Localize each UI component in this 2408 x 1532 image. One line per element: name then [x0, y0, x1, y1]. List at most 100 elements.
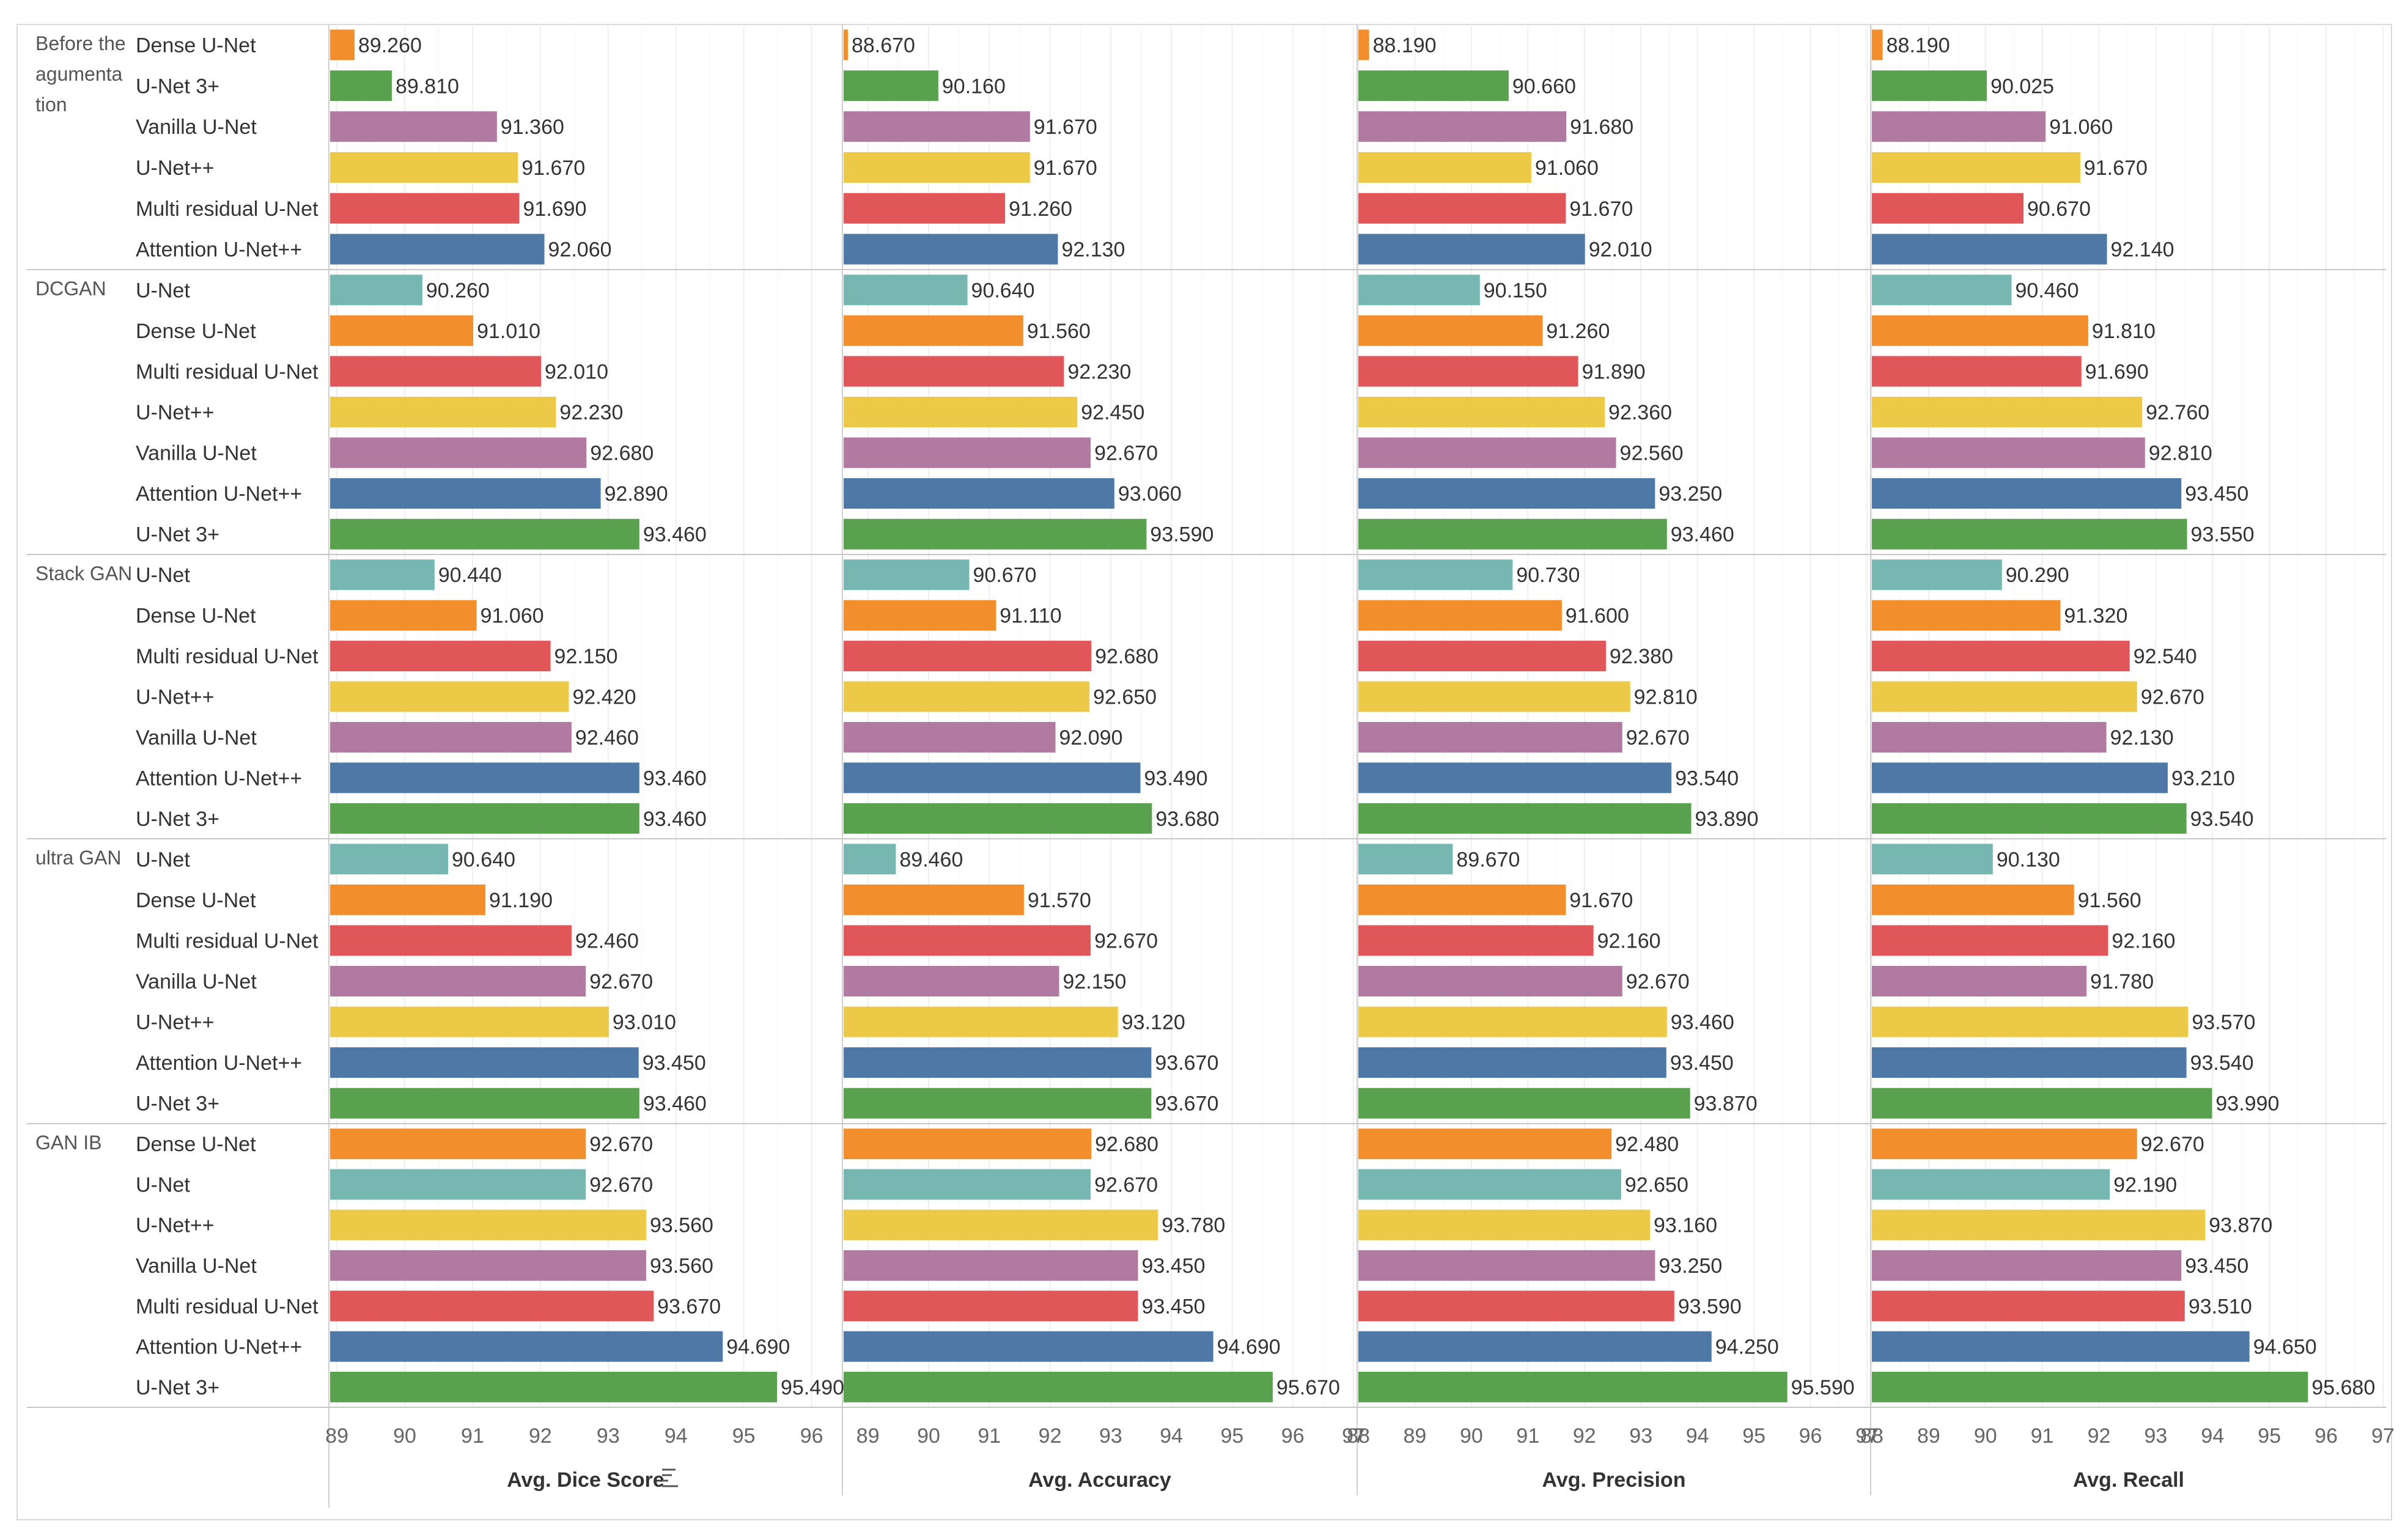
bar-dice-u-net — [330, 274, 422, 306]
value-label-rec: 92.810 — [2149, 442, 2212, 465]
row-label-vanilla-u-net: Vanilla U-Net — [136, 116, 257, 139]
row-label-u-net: U-Net++ — [136, 401, 215, 424]
row-label-dense-u-net: Dense U-Net — [136, 605, 256, 628]
tick-label-rec-93: 93 — [2145, 1424, 2168, 1448]
bar-rec-u-net — [1872, 559, 2002, 591]
bar-prec-vanilla-u-net — [1358, 1250, 1655, 1281]
value-label-prec: 92.160 — [1597, 929, 1661, 952]
bar-prec-attention-u-net — [1358, 1047, 1666, 1078]
bar-rec-u-net-3 — [1872, 518, 2187, 550]
tick-label-acc-89: 89 — [856, 1424, 880, 1448]
value-label-rec: 90.670 — [2027, 197, 2091, 221]
bar-rec-attention-u-net — [1872, 762, 2168, 794]
row-label-vanilla-u-net: Vanilla U-Net — [136, 726, 257, 749]
bars-layer — [330, 29, 2308, 1402]
value-label-acc: 93.680 — [1155, 808, 1219, 831]
bar-acc-u-net-3 — [844, 803, 1152, 834]
value-label-prec: 93.250 — [1659, 1254, 1722, 1278]
row-label-multi-residual-u-net: Multi residual U-Net — [136, 929, 318, 952]
axis-title-acc: Avg. Accuracy — [1028, 1468, 1171, 1492]
bar-prec-u-net — [1358, 681, 1630, 712]
chart-frame — [17, 24, 2392, 1520]
bar-rec-u-net — [1872, 844, 1993, 875]
tick-label-acc-95: 95 — [1221, 1424, 1244, 1448]
bar-acc-u-net — [844, 1209, 1158, 1240]
group-label-before-the-agumenta-tion: Before the agumenta tion — [35, 32, 126, 116]
value-label-acc: 92.670 — [1094, 929, 1158, 952]
tick-label-rec-97: 97 — [2371, 1424, 2395, 1448]
group-label-ultra-gan: ultra GAN — [35, 847, 121, 869]
labels-layer: Before the agumenta tion Dense U-Net 89.260 8… — [35, 32, 2395, 1492]
value-label-dice: 91.360 — [501, 116, 564, 139]
bar-prec-u-net — [1358, 1169, 1621, 1200]
bar-acc-u-net — [844, 152, 1030, 183]
value-label-dice: 92.890 — [605, 482, 668, 506]
value-label-prec: 95.590 — [1791, 1376, 1855, 1399]
value-label-prec: 90.730 — [1516, 564, 1580, 587]
bar-rec-attention-u-net — [1872, 234, 2107, 265]
row-label-multi-residual-u-net: Multi residual U-Net — [136, 197, 318, 221]
bar-dice-dense-u-net — [330, 29, 355, 61]
tick-label-prec-94: 94 — [1686, 1424, 1709, 1448]
bar-acc-u-net — [844, 559, 970, 591]
tick-label-dice-95: 95 — [732, 1424, 756, 1448]
bar-dice-dense-u-net — [330, 884, 486, 915]
value-label-prec: 90.150 — [1484, 279, 1547, 302]
value-label-acc: 91.560 — [1027, 320, 1091, 343]
bar-dice-u-net — [330, 1006, 609, 1037]
bar-rec-dense-u-net — [1872, 600, 2061, 631]
value-label-rec: 92.760 — [2146, 401, 2209, 424]
row-label-u-net: U-Net++ — [136, 686, 215, 709]
value-label-acc: 91.670 — [1034, 157, 1097, 180]
value-label-prec: 91.890 — [1582, 360, 1646, 383]
bar-rec-multi-residual-u-net — [1872, 356, 2082, 387]
tick-label-prec-92: 92 — [1573, 1424, 1596, 1448]
bar-acc-dense-u-net — [844, 1129, 1092, 1160]
bar-prec-dense-u-net — [1358, 1129, 1612, 1160]
bar-prec-u-net-3 — [1358, 1088, 1690, 1119]
bar-dice-dense-u-net — [330, 1129, 586, 1160]
row-label-u-net-3: U-Net 3+ — [136, 1376, 219, 1399]
value-label-rec: 92.540 — [2134, 645, 2197, 668]
value-label-dice: 93.460 — [643, 523, 707, 547]
bar-acc-u-net-3 — [844, 1371, 1273, 1402]
bar-prec-u-net — [1358, 274, 1480, 306]
value-label-prec: 92.670 — [1626, 726, 1690, 749]
group-label-line: ultra GAN — [35, 847, 121, 869]
bar-prec-dense-u-net — [1358, 29, 1369, 61]
value-label-dice: 91.060 — [480, 605, 544, 628]
value-label-dice: 90.640 — [452, 848, 515, 871]
value-label-prec: 90.660 — [1512, 75, 1576, 98]
bar-dice-attention-u-net — [330, 478, 601, 509]
value-label-dice: 93.460 — [643, 767, 707, 790]
tick-label-prec-97: 97 — [1855, 1424, 1879, 1448]
bar-dice-u-net — [330, 559, 435, 591]
value-label-prec: 91.670 — [1569, 197, 1633, 221]
value-label-dice: 92.670 — [589, 970, 653, 993]
bar-prec-multi-residual-u-net — [1358, 356, 1578, 387]
tick-label-acc-93: 93 — [1099, 1424, 1122, 1448]
value-label-acc: 92.650 — [1093, 686, 1157, 709]
tick-label-rec-88: 88 — [1860, 1424, 1883, 1448]
tick-label-dice-94: 94 — [665, 1424, 688, 1448]
value-label-rec: 88.190 — [1887, 34, 1950, 57]
value-label-prec: 91.670 — [1569, 889, 1633, 912]
row-label-dense-u-net: Dense U-Net — [136, 1133, 256, 1156]
bar-rec-dense-u-net — [1872, 884, 2074, 915]
value-label-acc: 92.130 — [1061, 238, 1125, 262]
value-label-rec: 92.190 — [2113, 1173, 2177, 1196]
row-label-attention-u-net: Attention U-Net++ — [136, 767, 302, 790]
value-label-rec: 91.690 — [2085, 360, 2149, 383]
bar-rec-u-net — [1872, 397, 2143, 427]
bar-dice-vanilla-u-net — [330, 1250, 646, 1281]
value-label-rec: 93.550 — [2191, 523, 2255, 547]
bar-prec-dense-u-net — [1358, 600, 1562, 631]
value-label-rec: 92.670 — [2141, 1133, 2204, 1156]
value-label-rec: 90.290 — [2006, 564, 2069, 587]
bar-prec-u-net-3 — [1358, 1371, 1788, 1402]
value-label-acc: 93.450 — [1142, 1254, 1206, 1278]
bar-acc-u-net — [844, 1169, 1091, 1200]
tick-label-prec-95: 95 — [1742, 1424, 1765, 1448]
bar-dice-u-net — [330, 681, 569, 712]
